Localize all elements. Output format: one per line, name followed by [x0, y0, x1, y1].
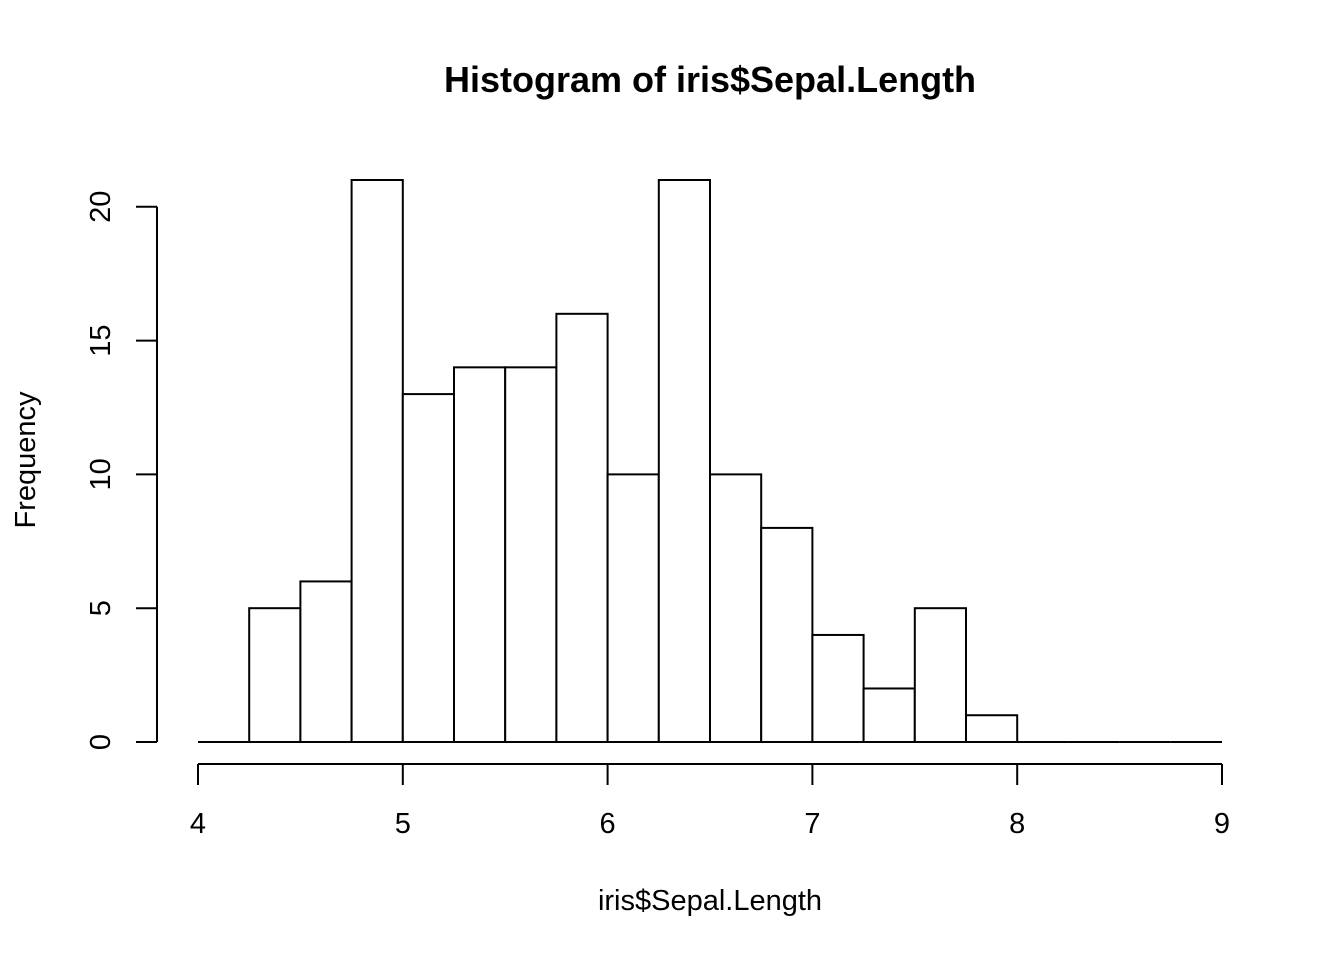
histogram-bar: [299, 580, 353, 744]
x-tick-label: 9: [1214, 808, 1230, 840]
y-axis: 0 5 10 15 20: [85, 191, 158, 750]
histogram-bar: [504, 366, 558, 743]
histogram-bar: [862, 687, 916, 744]
x-axis: 4 5 6 7 8 9: [190, 763, 1230, 840]
histogram-bar: [760, 526, 814, 744]
histogram-bar: [453, 366, 507, 743]
x-axis-label: iris$Sepal.Length: [598, 885, 822, 917]
histogram-bar: [350, 179, 404, 743]
histogram-bar: [401, 393, 455, 743]
histogram-bar: [811, 633, 865, 744]
bars-group: [198, 179, 1222, 744]
histogram-bar: [709, 473, 763, 743]
x-tick-label: 5: [395, 808, 411, 840]
histogram-bar: [555, 312, 609, 743]
histogram-bar: [657, 179, 711, 743]
x-tick-label: 7: [804, 808, 820, 840]
x-tick-label: 6: [600, 808, 616, 840]
histogram-bar: [965, 714, 1019, 744]
y-tick-label: 5: [85, 600, 117, 616]
y-tick-label: 10: [85, 458, 117, 490]
histogram-bar: [913, 607, 967, 744]
y-tick-label: 20: [85, 191, 117, 223]
x-tick-label: 4: [190, 808, 206, 840]
y-axis-label: Frequency: [10, 391, 42, 529]
histogram-bar: [248, 607, 302, 744]
x-tick-label: 8: [1009, 808, 1025, 840]
chart-title: Histogram of iris$Sepal.Length: [444, 59, 976, 100]
y-tick-label: 0: [85, 734, 117, 750]
histogram-bar: [606, 473, 660, 743]
y-tick-label: 15: [85, 324, 117, 356]
